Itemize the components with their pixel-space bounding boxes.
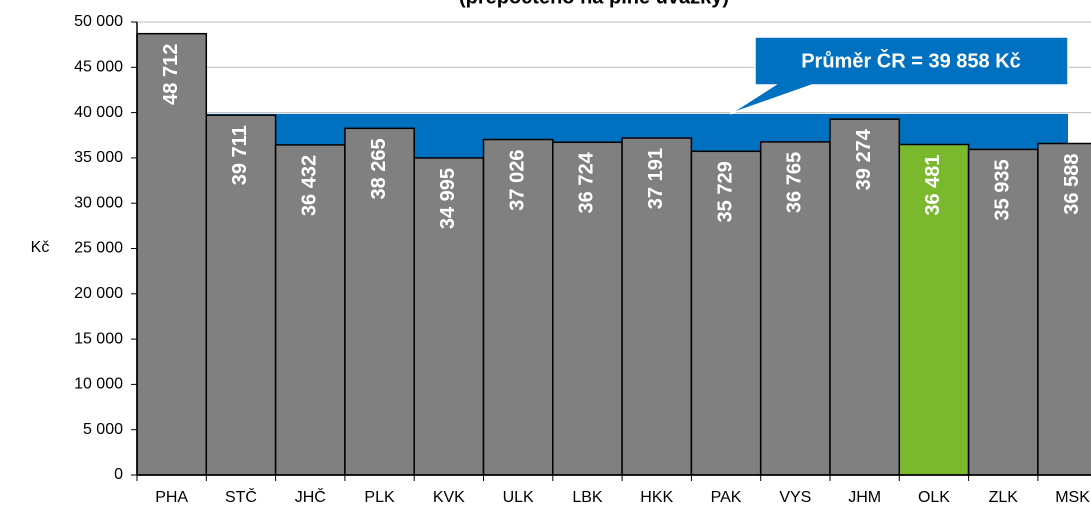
average-label: Průměr ČR = 39 858 Kč xyxy=(801,48,1021,72)
bar xyxy=(344,127,415,476)
x-tick-label: ZLK xyxy=(989,489,1019,506)
data-label: 36 765 xyxy=(784,152,806,213)
x-tick-label: KVK xyxy=(433,489,465,506)
data-label: 38 265 xyxy=(368,138,390,199)
y-tick-label: 25 000 xyxy=(74,240,123,257)
x-tick-label: MSK xyxy=(1055,489,1090,506)
callout xyxy=(729,36,1069,115)
y-tick-label: 35 000 xyxy=(74,149,123,166)
x-tick-label: ULK xyxy=(503,489,534,506)
x-tick-label: PAK xyxy=(711,489,742,506)
x-tick-label: JHM xyxy=(848,489,881,506)
data-label: 35 935 xyxy=(992,159,1014,220)
data-label: 36 481 xyxy=(922,154,944,215)
x-tick-label: PHA xyxy=(155,489,188,506)
x-tick-label: LBK xyxy=(572,489,603,506)
x-tick-label: OLK xyxy=(918,489,950,506)
y-tick-label: 20 000 xyxy=(74,285,123,302)
bar xyxy=(205,114,277,476)
y-axis-label: Kč xyxy=(31,239,50,256)
y-tick-label: 40 000 xyxy=(74,104,123,121)
data-label: 39 274 xyxy=(853,128,875,190)
bar xyxy=(967,148,1039,476)
data-label: 39 711 xyxy=(229,125,251,185)
data-label: 36 432 xyxy=(299,155,321,216)
y-tick-label: 30 000 xyxy=(74,194,123,211)
data-label: 37 191 xyxy=(645,148,667,209)
y-tick-label: 0 xyxy=(114,466,123,483)
bar xyxy=(552,141,623,476)
data-label: 48 712 xyxy=(160,44,182,105)
bar xyxy=(690,150,762,476)
y-tick-label: 15 000 xyxy=(74,330,123,347)
x-tick-label: PLK xyxy=(364,489,395,506)
bar xyxy=(136,32,208,476)
data-label: 36 724 xyxy=(576,151,598,213)
bar xyxy=(759,141,831,476)
chart-title: (přepočteno na plné úvazky) xyxy=(459,0,729,8)
y-tick-label: 5 000 xyxy=(83,421,123,438)
bar xyxy=(829,118,901,476)
x-tick-label: HKK xyxy=(640,489,673,506)
bar xyxy=(482,138,554,476)
bar xyxy=(621,137,693,476)
x-tick-label: VYS xyxy=(779,489,811,506)
x-tick-label: STČ xyxy=(225,487,257,506)
y-tick-label: 50 000 xyxy=(74,13,123,30)
data-label: 34 995 xyxy=(437,168,459,229)
data-label: 35 729 xyxy=(714,161,736,222)
bar xyxy=(274,144,346,476)
data-label: 37 026 xyxy=(506,150,528,211)
bar xyxy=(898,143,970,476)
y-tick-label: 45 000 xyxy=(74,59,123,76)
data-label: 36 588 xyxy=(1061,154,1083,215)
y-tick-label: 10 000 xyxy=(74,376,123,393)
x-tick-label: JHČ xyxy=(295,487,326,506)
